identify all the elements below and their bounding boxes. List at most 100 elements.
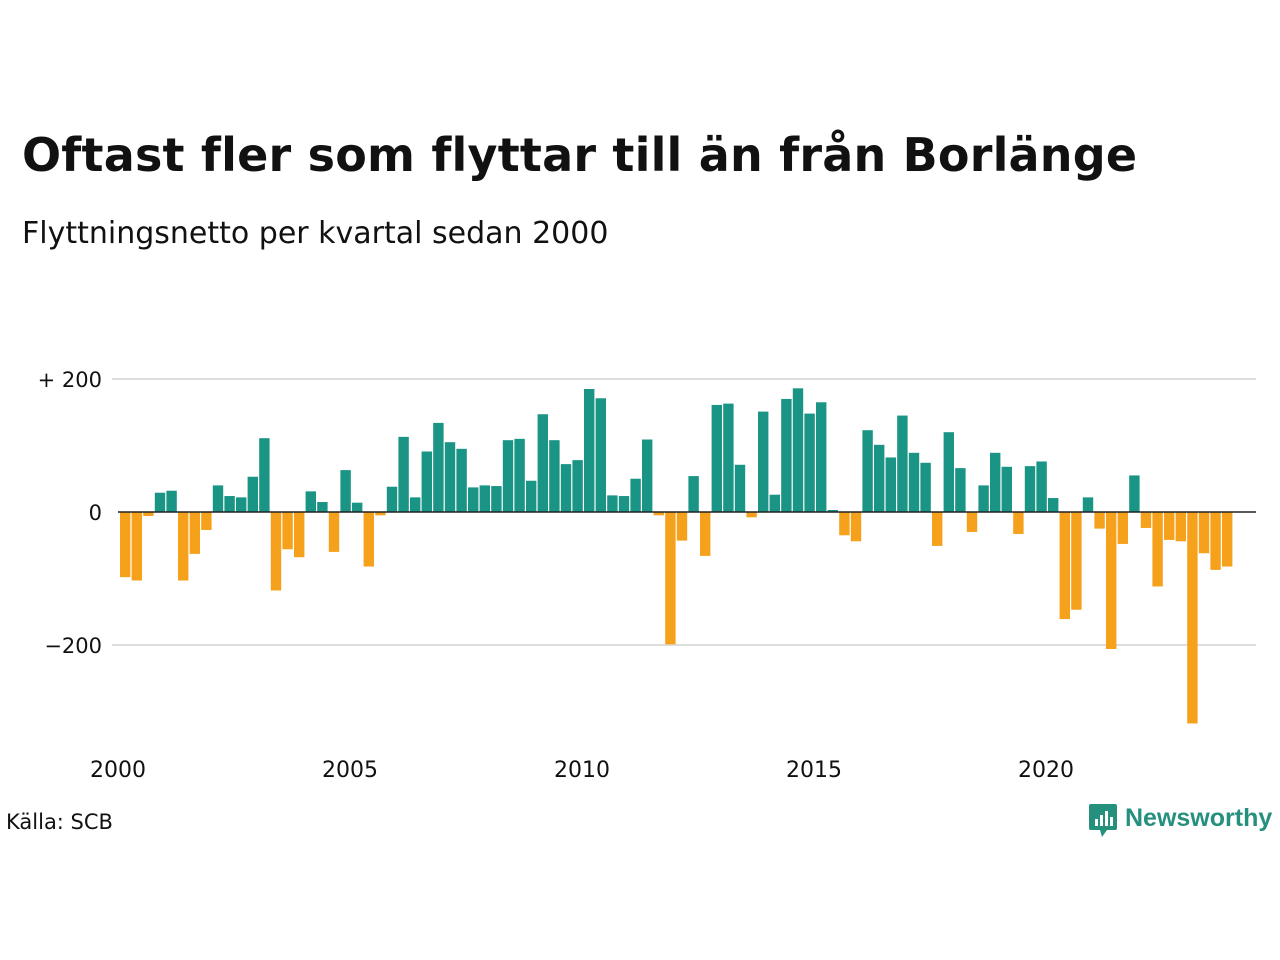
- source-note: Källa: SCB: [6, 810, 113, 834]
- bar-negative: [1187, 512, 1198, 724]
- axis-layer: + 200 0 −200 2000 2005 2010 2015 2020: [38, 368, 1256, 783]
- bar-negative: [1152, 512, 1163, 587]
- bar-negative: [653, 512, 664, 516]
- bar-positive: [166, 490, 177, 512]
- bar-positive: [1082, 497, 1094, 512]
- bar-positive: [398, 436, 409, 512]
- bar-positive: [247, 476, 258, 512]
- bar-positive: [816, 402, 827, 512]
- bar-positive: [526, 480, 537, 512]
- bar-positive: [456, 448, 467, 512]
- bar-positive: [468, 487, 479, 512]
- bar-negative: [143, 512, 154, 516]
- bar-negative: [1175, 512, 1186, 542]
- bar-negative: [700, 512, 711, 556]
- bar-negative: [1210, 512, 1221, 570]
- bar-positive: [444, 442, 456, 512]
- bar-positive: [305, 491, 316, 512]
- bar-positive: [990, 452, 1001, 512]
- bar-negative: [375, 512, 386, 516]
- bar-negative: [1117, 512, 1128, 544]
- bar-negative: [1013, 512, 1024, 534]
- bar-positive: [595, 398, 606, 512]
- bar-negative: [932, 512, 943, 546]
- bar-positive: [317, 502, 328, 512]
- bar-negative: [294, 512, 305, 558]
- bar-positive: [433, 422, 444, 512]
- bar-negative: [328, 512, 340, 552]
- bar-negative: [1059, 512, 1070, 620]
- x-tick-label: 2010: [554, 758, 610, 783]
- bar-positive: [572, 460, 583, 512]
- bar-positive: [908, 452, 920, 512]
- bar-negative: [1140, 512, 1152, 528]
- grid-layer: [112, 378, 1256, 646]
- bar-negative: [131, 512, 142, 581]
- bar-positive: [758, 411, 769, 512]
- bar-positive: [862, 430, 873, 512]
- bar-negative: [850, 512, 862, 542]
- bar-positive: [1129, 475, 1140, 512]
- bar-negative: [120, 512, 131, 578]
- bar-negative: [270, 512, 282, 591]
- bar-negative: [282, 512, 293, 550]
- bar-positive: [549, 440, 560, 512]
- bar-layer: [120, 388, 1233, 724]
- bar-positive: [804, 413, 815, 512]
- bar-negative: [966, 512, 978, 532]
- bar-positive: [491, 486, 502, 512]
- bar-positive: [479, 485, 490, 512]
- bar-positive: [827, 510, 838, 512]
- bar-positive: [734, 464, 746, 512]
- bar-positive: [1048, 498, 1059, 512]
- bar-negative: [665, 512, 676, 645]
- bar-positive: [584, 388, 595, 512]
- bar-negative: [839, 512, 850, 536]
- bar-negative: [676, 512, 688, 541]
- bar-positive: [1024, 466, 1036, 512]
- bar-positive: [642, 439, 653, 512]
- bar-negative: [1164, 512, 1175, 540]
- bar-positive: [421, 451, 432, 512]
- bar-positive: [259, 438, 270, 512]
- x-tick-label: 2005: [322, 758, 378, 783]
- bar-negative: [1071, 512, 1082, 610]
- bar-positive: [723, 403, 734, 512]
- bar-positive: [502, 440, 514, 512]
- chart-subtitle: Flyttningsnetto per kvartal sedan 2000: [22, 216, 609, 251]
- bar-positive: [537, 414, 548, 512]
- bar-positive: [781, 398, 792, 512]
- brand-name: Newsworthy: [1125, 803, 1273, 832]
- x-tick-label: 2000: [90, 758, 146, 783]
- newsworthy-logo-icon: [1089, 804, 1117, 837]
- bar-positive: [711, 404, 722, 512]
- bar-positive: [885, 457, 896, 512]
- bar-positive: [943, 432, 954, 512]
- bar-positive: [630, 478, 641, 512]
- x-tick-label: 2015: [786, 758, 842, 783]
- y-tick-label: + 200: [38, 368, 102, 392]
- bar-positive: [792, 388, 804, 512]
- x-tick-label: 2020: [1018, 758, 1074, 783]
- bar-positive: [955, 468, 966, 512]
- bar-positive: [607, 495, 618, 513]
- bar-negative: [189, 512, 200, 554]
- bar-positive: [874, 444, 885, 512]
- bar-positive: [560, 464, 572, 512]
- bar-positive: [688, 476, 699, 512]
- bar-positive: [340, 470, 351, 512]
- bar-negative: [1198, 512, 1210, 554]
- bar-positive: [352, 502, 363, 512]
- bar-positive: [224, 496, 235, 512]
- bar-positive: [618, 496, 630, 512]
- bar-negative: [178, 512, 189, 581]
- bar-negative: [1094, 512, 1105, 529]
- bar-positive: [1036, 461, 1047, 512]
- bar-positive: [978, 485, 989, 512]
- bar-positive: [212, 485, 224, 512]
- bar-negative: [746, 512, 757, 518]
- bar-positive: [236, 497, 247, 512]
- brand-logo: Newsworthy: [1088, 800, 1272, 840]
- bar-positive: [386, 486, 398, 512]
- chart-title: Oftast fler som flyttar till än från Bor…: [22, 128, 1138, 182]
